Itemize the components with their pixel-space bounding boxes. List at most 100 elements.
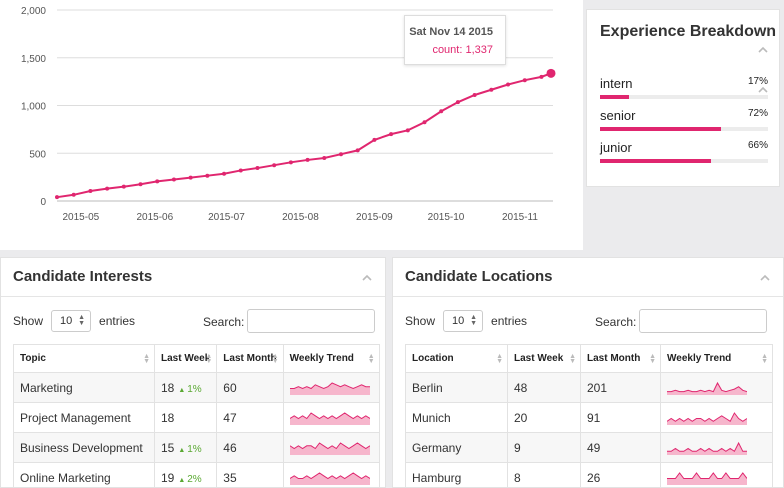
- last-week-value: 18: [161, 410, 175, 425]
- column-header-topic[interactable]: Topic ▲ ▼: [13, 344, 155, 373]
- data-point[interactable]: [472, 92, 477, 97]
- experience-percent: 72%: [747, 108, 768, 119]
- x-tick-label: 2015-10: [428, 212, 465, 223]
- data-point[interactable]: [171, 177, 176, 182]
- panel-title: Candidate Locations: [405, 268, 553, 285]
- location-cell: Hamburg: [405, 462, 508, 487]
- table-row[interactable]: Munich 20 91: [405, 402, 773, 433]
- x-tick-label: 2015-07: [208, 212, 245, 223]
- last-month-cell: 201: [580, 372, 661, 403]
- data-point[interactable]: [205, 173, 210, 178]
- data-point[interactable]: [55, 195, 59, 200]
- experience-row-intern: intern 17%: [600, 75, 768, 99]
- data-point[interactable]: [372, 137, 377, 142]
- last-week-cell: 20: [507, 402, 581, 433]
- highlighted-data-point[interactable]: [546, 68, 556, 78]
- entries-length-control: Show 10 ▲ ▼ entries: [13, 310, 135, 332]
- data-point[interactable]: [71, 192, 76, 197]
- data-point[interactable]: [455, 100, 460, 105]
- data-point[interactable]: [389, 132, 394, 137]
- data-point[interactable]: [222, 171, 227, 176]
- data-point[interactable]: [121, 184, 126, 189]
- data-point[interactable]: [155, 179, 160, 184]
- weekly-trend-sparkline: [289, 471, 370, 485]
- last-week-cell: 48: [507, 372, 581, 403]
- table-header-row: Location ▲ ▼ Last Week ▲ ▼ Last Month ▲ ▼ Week…: [405, 344, 773, 373]
- column-header-last-month[interactable]: Last Month ▲ ▼: [580, 344, 661, 373]
- chevron-up-icon[interactable]: [759, 272, 771, 284]
- table-row[interactable]: Marketing 18 ▲ 1% 60: [13, 372, 380, 403]
- experience-bar-track: [600, 159, 768, 163]
- search-input[interactable]: [639, 309, 767, 333]
- chevron-up-icon[interactable]: [757, 44, 769, 56]
- y-tick-label: 500: [29, 149, 46, 160]
- experience-bar-track: [600, 95, 768, 99]
- entries-select[interactable]: 10 ▲ ▼: [51, 310, 92, 332]
- data-point[interactable]: [255, 166, 260, 171]
- data-point[interactable]: [105, 186, 110, 191]
- select-arrows-icon: ▲ ▼: [470, 314, 478, 327]
- change-indicator: ▲ 1%: [178, 384, 201, 395]
- weekly-trend-cell: [660, 432, 773, 463]
- weekly-trend-sparkline: [289, 441, 370, 455]
- sparkline-line: [289, 441, 370, 449]
- topic-cell: Online Marketing: [13, 462, 155, 487]
- weekly-trend-cell: [660, 372, 773, 403]
- data-point[interactable]: [539, 74, 544, 79]
- topic-cell: Marketing: [13, 372, 155, 403]
- sort-icon: ▲ ▼: [367, 353, 375, 365]
- data-point[interactable]: [88, 188, 93, 193]
- table-row[interactable]: Hamburg 8 26: [405, 462, 773, 487]
- data-point[interactable]: [338, 152, 343, 157]
- entries-select[interactable]: 10 ▲ ▼: [443, 310, 484, 332]
- data-point[interactable]: [272, 163, 277, 168]
- column-header-last-week[interactable]: Last Week ▲ ▼: [507, 344, 581, 373]
- data-point[interactable]: [138, 182, 143, 187]
- tooltip-count: count: 1,337: [432, 44, 493, 56]
- search-input[interactable]: [247, 309, 375, 333]
- column-header-weekly-trend[interactable]: Weekly Trend ▲ ▼: [282, 344, 380, 373]
- change-percent: 1%: [187, 383, 202, 395]
- column-header-location[interactable]: Location ▲ ▼: [405, 344, 508, 373]
- data-point[interactable]: [522, 78, 527, 83]
- chevron-up-icon[interactable]: [757, 84, 769, 96]
- data-point[interactable]: [322, 156, 327, 161]
- sort-icon: ▲ ▼: [143, 353, 150, 365]
- data-point[interactable]: [288, 160, 293, 165]
- experience-title: Experience Breakdown: [600, 23, 777, 40]
- table-row[interactable]: Business Development 15 ▲ 1% 46: [13, 432, 380, 463]
- data-point[interactable]: [439, 109, 444, 114]
- experience-row-junior: junior 66%: [600, 139, 768, 163]
- data-point[interactable]: [506, 82, 511, 87]
- table-row[interactable]: Project Management 18 47: [13, 402, 380, 433]
- sparkline-line: [667, 471, 747, 479]
- table-row[interactable]: Berlin 48 201: [405, 372, 773, 403]
- change-percent: 1%: [187, 443, 202, 455]
- weekly-trend-cell: [282, 432, 380, 463]
- panel-divider: [393, 296, 783, 297]
- data-point[interactable]: [422, 120, 427, 125]
- data-point[interactable]: [405, 128, 410, 133]
- x-tick-label: 2015-09: [356, 212, 393, 223]
- last-week-cell: 19 ▲ 2%: [153, 462, 218, 487]
- select-arrows-icon: ▲ ▼: [78, 314, 86, 327]
- column-header-last-week[interactable]: Last Week ▲ ▼: [153, 344, 218, 373]
- data-point[interactable]: [238, 168, 243, 173]
- arrow-up-icon: ▲: [178, 446, 188, 454]
- arrow-up-icon: ▲: [178, 386, 188, 394]
- change-percent: 2%: [187, 473, 202, 485]
- data-point[interactable]: [305, 157, 310, 162]
- chevron-up-icon[interactable]: [361, 272, 373, 284]
- change-indicator: ▲ 1%: [178, 444, 201, 455]
- weekly-trend-cell: [660, 462, 773, 487]
- table-row[interactable]: Germany 9 49: [405, 432, 773, 463]
- column-header-last-month[interactable]: Last Month ▲ ▼: [216, 344, 284, 373]
- data-point[interactable]: [188, 175, 193, 180]
- column-header-weekly-trend[interactable]: Weekly Trend ▲ ▼: [660, 344, 773, 373]
- x-tick-label: 2015-11: [502, 212, 538, 223]
- table-row[interactable]: Online Marketing 19 ▲ 2% 35: [13, 462, 380, 487]
- data-point[interactable]: [489, 87, 494, 92]
- data-point[interactable]: [355, 148, 360, 153]
- panel-title: Candidate Interests: [13, 268, 153, 285]
- sparkline-area: [667, 442, 747, 455]
